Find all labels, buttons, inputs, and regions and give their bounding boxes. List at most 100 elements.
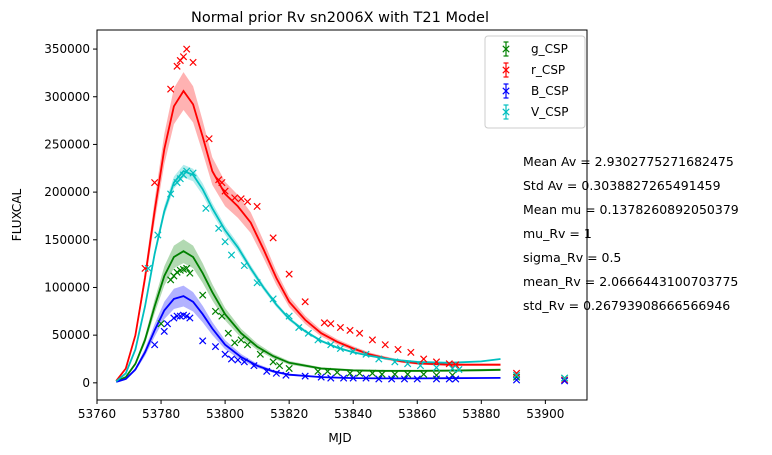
data-point-r-csp — [231, 194, 239, 202]
x-tick-label: 53800 — [206, 407, 244, 421]
y-tick-label: 350000 — [44, 42, 90, 56]
data-point-r-csp — [167, 85, 175, 93]
data-point-b-csp — [301, 372, 309, 380]
model-line-g-csp — [115, 250, 501, 383]
data-point-g-csp — [218, 312, 226, 320]
data-point-g-csp — [186, 269, 194, 277]
model-band-v-csp — [116, 164, 501, 382]
data-point-v-csp — [240, 261, 248, 270]
data-point-r-csp — [151, 178, 159, 187]
data-point-r-csp — [381, 341, 389, 349]
data-point-v-csp — [391, 358, 399, 366]
plot-frame — [96, 29, 588, 401]
data-point-b-csp — [349, 374, 357, 382]
legend-label: V_CSP — [531, 105, 568, 119]
data-point-v-csp — [183, 167, 191, 175]
annotation-mu-rv: mu_Rv = 1 — [523, 226, 592, 241]
x-axis-label: MJD — [328, 431, 351, 445]
annotation-sigma-rv: sigma_Rv = 0.5 — [523, 250, 621, 265]
annotation-mean-rv: mean_Rv = 2.0666443100703775 — [523, 274, 738, 289]
data-point-r-csp — [368, 336, 377, 344]
data-point-b-csp — [240, 358, 248, 366]
x-tick-label: 53820 — [270, 407, 308, 421]
data-point-r-csp — [205, 135, 213, 143]
data-point-b-csp — [272, 369, 280, 377]
data-point-g-csp — [211, 307, 220, 315]
data-point-v-csp — [253, 279, 261, 287]
data-point-b-csp — [327, 374, 335, 382]
data-point-v-csp — [269, 295, 277, 303]
data-point-b-csp — [432, 375, 441, 383]
annotation-std-av: Std Av = 0.3038827265491459 — [523, 178, 721, 193]
data-point-b-csp — [452, 375, 460, 383]
data-point-r-csp — [407, 348, 415, 356]
data-point-b-csp — [160, 327, 168, 335]
legend-entry-g-csp: g_CSP — [502, 41, 568, 57]
data-point-g-csp — [275, 362, 284, 370]
data-point-b-csp — [375, 375, 383, 383]
y-tick-label: 200000 — [44, 185, 90, 199]
data-point-r-csp — [173, 62, 181, 70]
data-point-v-csp — [295, 323, 303, 332]
x-tick-label: 53840 — [334, 407, 372, 421]
data-point-g-csp — [256, 350, 264, 358]
data-point-b-csp — [163, 320, 172, 328]
y-tick-label: 100000 — [44, 280, 90, 294]
x-tick-label: 53860 — [398, 407, 436, 421]
data-point-r-csp — [179, 53, 188, 61]
data-point-b-csp — [173, 312, 181, 320]
legend-entry-v-csp: V_CSP — [502, 104, 568, 120]
data-point-r-csp — [243, 198, 252, 206]
legend-entry-r-csp: r_CSP — [502, 62, 565, 78]
data-point-b-csp — [186, 314, 194, 322]
data-point-r-csp — [285, 270, 293, 278]
data-point-b-csp — [445, 375, 453, 383]
data-point-g-csp — [243, 341, 252, 349]
model-band-r-csp — [116, 72, 501, 382]
model-line-r-csp — [115, 89, 501, 382]
data-point-g-csp — [346, 369, 354, 377]
plot-area — [115, 45, 569, 385]
data-point-b-csp — [151, 341, 159, 349]
data-point-b-csp — [388, 375, 396, 383]
data-point-g-csp — [237, 336, 245, 344]
data-point-g-csp — [224, 329, 232, 337]
data-point-b-csp — [400, 375, 409, 383]
model-line-b-csp — [115, 295, 501, 383]
data-point-g-csp — [355, 369, 364, 377]
data-point-r-csp — [189, 58, 197, 67]
data-point-r-csp — [327, 320, 335, 328]
data-point-r-csp — [183, 45, 191, 53]
data-point-v-csp — [154, 231, 162, 239]
data-point-r-csp — [218, 178, 226, 187]
y-tick-label: 50000 — [52, 328, 90, 342]
data-point-r-csp — [346, 326, 354, 335]
data-point-v-csp — [144, 264, 152, 273]
data-point-r-csp — [253, 202, 261, 211]
data-point-r-csp — [445, 360, 453, 368]
y-axis-label: FLUXCAL — [10, 188, 24, 241]
x-tick-label: 53880 — [462, 407, 500, 421]
data-point-b-csp — [560, 377, 569, 385]
y-axis: 0 50000 100000 150000 200000 250000 300000 3500… — [44, 42, 97, 390]
data-point-r-csp — [269, 234, 277, 242]
data-point-r-csp — [237, 195, 245, 203]
data-point-v-csp — [404, 360, 412, 368]
data-point-b-csp — [211, 342, 220, 351]
data-point-g-csp — [183, 264, 191, 273]
data-point-r-csp — [320, 319, 329, 327]
data-point-r-csp — [420, 355, 428, 363]
data-point-g-csp — [285, 364, 293, 373]
data-point-b-csp — [221, 350, 229, 358]
data-point-v-csp — [560, 374, 569, 382]
y-tick-label: 0 — [82, 376, 90, 390]
data-point-b-csp — [362, 374, 370, 382]
model-band-g-csp — [116, 239, 501, 382]
x-tick-label: 53780 — [142, 407, 180, 421]
data-point-g-csp — [368, 369, 377, 377]
data-point-r-csp — [512, 369, 521, 377]
data-point-g-csp — [199, 291, 207, 299]
data-point-r-csp — [141, 264, 149, 273]
data-point-v-csp — [189, 169, 197, 177]
